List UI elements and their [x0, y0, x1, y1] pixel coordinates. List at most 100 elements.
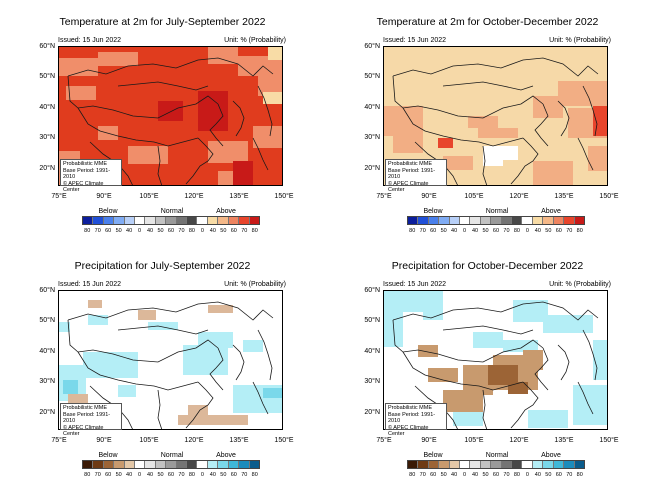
- legend-tick: 80: [84, 228, 91, 234]
- legend-swatch: [543, 461, 554, 468]
- probability-cell: [188, 405, 208, 415]
- probability-cell: [438, 138, 453, 148]
- legend-normal-label: Normal: [485, 208, 509, 215]
- legend-ticks: 80 70 60 50 40 0 40 50 60 70 80 0 40 50 60 70 80: [82, 472, 260, 480]
- probability-cell: [428, 368, 458, 382]
- border-line: [392, 75, 544, 119]
- panel-title: Precipitation for October-December 2022: [391, 260, 584, 272]
- latitude-label: 40°N: [364, 348, 380, 355]
- probability-cell: [63, 380, 78, 394]
- latitude-label: 30°N: [39, 134, 55, 141]
- legend-tick: 80: [84, 472, 91, 478]
- legend-tick: 70: [178, 472, 185, 478]
- border-line: [534, 347, 549, 391]
- legend-tick: 40: [534, 472, 541, 478]
- info-line: Base Period: 1991-2010: [388, 411, 436, 425]
- legend-tick: 40: [126, 472, 133, 478]
- probability-cell: [383, 290, 443, 312]
- legend-swatch: [543, 217, 554, 224]
- latitude-label: 40°N: [39, 348, 55, 355]
- map-panel: Precipitation for October-December 2022 I…: [325, 244, 650, 488]
- border-line: [77, 107, 199, 147]
- info-box: Probabilistic MME Base Period: 1991-2010 ©…: [385, 159, 447, 193]
- legend-swatch: [522, 217, 533, 224]
- legend-swatch: [145, 217, 156, 224]
- map-panel: Temperature at 2m for October-December 2…: [325, 0, 650, 244]
- legend-ticks: 80 70 60 50 40 0 40 50 60 70 80 0 40 50 60 70 80: [407, 228, 585, 236]
- legend-colorbar: [82, 216, 260, 225]
- info-line: Base Period: 1991-2010: [63, 167, 111, 181]
- probability-cell: [68, 394, 88, 404]
- legend-tick: 50: [220, 228, 227, 234]
- legend-tick: 60: [105, 228, 112, 234]
- border-line: [67, 57, 274, 77]
- probability-cell: [423, 310, 443, 320]
- legend-tick: 50: [440, 472, 447, 478]
- probability-cell: [183, 345, 228, 375]
- latitude-label: 60°N: [364, 287, 380, 294]
- border-line: [257, 329, 273, 381]
- probability-cell: [66, 86, 96, 100]
- border-line: [442, 81, 534, 91]
- legend-above-label: Above: [216, 208, 236, 215]
- legend-swatch: [480, 461, 492, 468]
- probability-cell: [523, 350, 543, 370]
- border-line: [557, 100, 570, 137]
- info-line: Probabilistic MME: [63, 161, 108, 167]
- legend-swatch: [155, 217, 167, 224]
- legend-swatch: [491, 217, 502, 224]
- legend-swatch: [532, 461, 544, 468]
- legend-tick: 50: [115, 228, 122, 234]
- longitude-label: 105°E: [464, 193, 484, 200]
- border-line: [77, 351, 199, 391]
- legend-swatch: [439, 461, 450, 468]
- legend-swatch: [418, 461, 429, 468]
- legend-swatch: [428, 217, 440, 224]
- legend-swatch: [408, 461, 419, 468]
- legend-tick: 80: [576, 228, 583, 234]
- info-line: © APEC Climate Center: [63, 180, 104, 194]
- border-line: [185, 137, 214, 185]
- legend-tick: 80: [188, 228, 195, 234]
- border-line: [117, 325, 209, 335]
- longitude-label: 135°E: [229, 437, 249, 444]
- legend-tick: 0: [525, 228, 529, 234]
- probability-cell: [443, 156, 473, 170]
- legend-swatch: [187, 217, 198, 224]
- border-line: [402, 351, 524, 391]
- probability-cell: [573, 385, 608, 425]
- legend-swatch: [135, 461, 146, 468]
- probability-cell: [83, 352, 138, 378]
- legend-tick: 40: [451, 472, 458, 478]
- legend-swatch: [114, 461, 125, 468]
- legend-swatch: [197, 217, 208, 224]
- probability-cell: [478, 128, 518, 138]
- probability-cell: [468, 116, 498, 128]
- border-line: [482, 145, 488, 186]
- legend-swatch: [239, 461, 250, 468]
- legend-swatch: [480, 217, 492, 224]
- legend-tick: 60: [555, 228, 562, 234]
- longitude-label: 90°E: [421, 437, 437, 444]
- legend-tick: 80: [513, 228, 520, 234]
- legend-tick: 50: [545, 228, 552, 234]
- issued-date: Issued: 15 Jun 2022: [58, 281, 122, 288]
- legend-swatch: [460, 461, 471, 468]
- legend-swatch: [553, 461, 565, 468]
- legend-swatch: [93, 461, 104, 468]
- map-frame: [58, 46, 283, 186]
- unit-label: Unit: % (Probability): [549, 37, 611, 44]
- legend-swatch: [145, 461, 156, 468]
- legend-tick: 80: [251, 472, 258, 478]
- legend-swatch: [187, 461, 198, 468]
- longitude-label: 135°E: [229, 193, 249, 200]
- latitude-label: 30°N: [364, 378, 380, 385]
- longitude-label: 120°E: [184, 437, 204, 444]
- forecast-map: [383, 290, 608, 430]
- border-line: [257, 85, 273, 137]
- longitude-label: 120°E: [509, 437, 529, 444]
- legend-tick: 50: [157, 472, 164, 478]
- legend-tick: 0: [138, 472, 142, 478]
- map-frame: [383, 290, 608, 430]
- legend-tick: 60: [105, 472, 112, 478]
